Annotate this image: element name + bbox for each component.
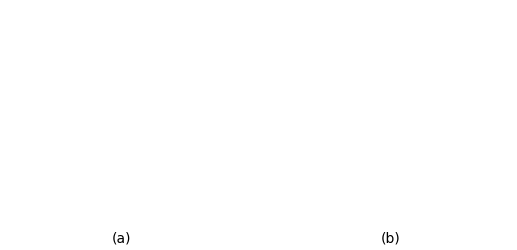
Text: (a): (a) xyxy=(112,231,131,245)
Text: (b): (b) xyxy=(381,231,400,245)
